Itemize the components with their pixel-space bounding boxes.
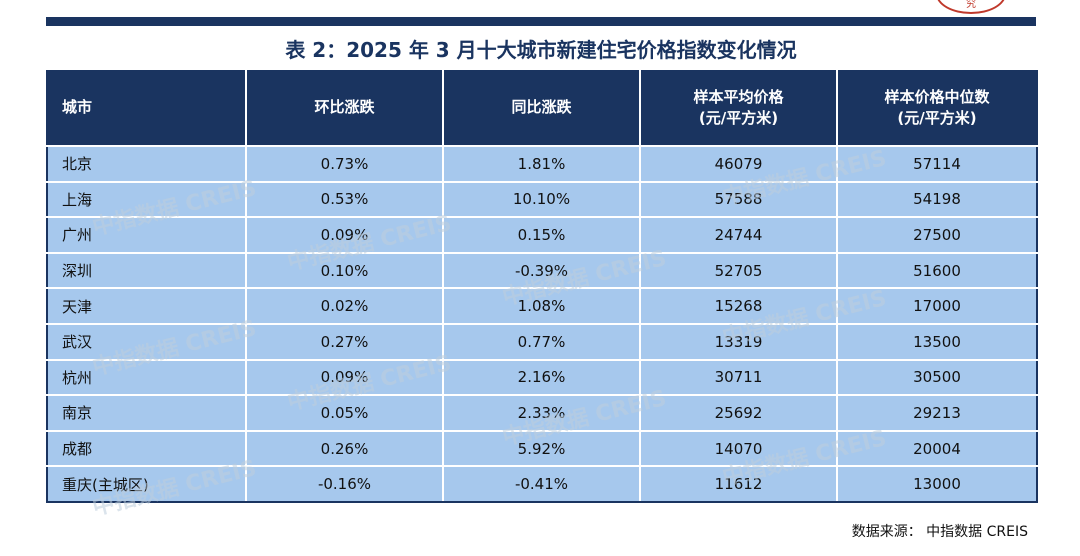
cell-median-price: 29213: [836, 394, 1038, 432]
cell-mom-change: 0.05%: [245, 394, 444, 432]
table-row: 杭州 0.09% 2.16% 30711 30500: [46, 358, 1038, 397]
cell-mom-change: 0.26%: [245, 429, 444, 468]
cell-median-price: 57114: [836, 145, 1038, 183]
table-row: 深圳 0.10% -0.39% 52705 51600: [46, 251, 1038, 290]
cell-median-price: 17000: [836, 287, 1038, 325]
cell-yoy-change: -0.39%: [442, 251, 641, 290]
header-yoy-change: 同比涨跌: [442, 70, 641, 147]
cell-yoy-change: 0.77%: [442, 322, 641, 361]
table-row: 北京 0.73% 1.81% 46079 57114: [46, 145, 1038, 183]
table-row: 重庆(主城区) -0.16% -0.41% 11612 13000: [46, 465, 1038, 503]
cell-yoy-change: 10.10%: [442, 180, 641, 219]
table-row: 武汉 0.27% 0.77% 13319 13500: [46, 322, 1038, 361]
cell-city: 南京: [46, 394, 247, 432]
cell-mom-change: 0.53%: [245, 180, 444, 219]
table-row: 广州 0.09% 0.15% 24744 27500: [46, 216, 1038, 254]
table-row: 南京 0.05% 2.33% 25692 29213: [46, 394, 1038, 432]
cell-city: 重庆(主城区): [46, 465, 247, 503]
cell-avg-price: 46079: [639, 145, 838, 183]
cell-mom-change: 0.02%: [245, 287, 444, 325]
cell-mom-change: 0.09%: [245, 216, 444, 254]
cell-avg-price: 52705: [639, 251, 838, 290]
cell-city: 深圳: [46, 251, 247, 290]
cell-city: 上海: [46, 180, 247, 219]
cell-median-price: 13500: [836, 322, 1038, 361]
cell-avg-price: 24744: [639, 216, 838, 254]
cell-mom-change: -0.16%: [245, 465, 444, 503]
cell-avg-price: 30711: [639, 358, 838, 397]
cell-avg-price: 13319: [639, 322, 838, 361]
cell-median-price: 51600: [836, 251, 1038, 290]
cell-city: 武汉: [46, 322, 247, 361]
cell-yoy-change: -0.41%: [442, 465, 641, 503]
table-row: 成都 0.26% 5.92% 14070 20004: [46, 429, 1038, 468]
header-median-price: 样本价格中位数 (元/平方米): [836, 70, 1038, 147]
top-accent-bar: [46, 17, 1036, 26]
price-index-table: 城市 环比涨跌 同比涨跌 样本平均价格 (元/平方米) 样本价格中位数 (元/平…: [46, 70, 1038, 503]
cell-city: 天津: [46, 287, 247, 325]
header-avg-price: 样本平均价格 (元/平方米): [639, 70, 838, 147]
cell-avg-price: 57588: [639, 180, 838, 219]
cell-city: 成都: [46, 429, 247, 468]
cell-median-price: 20004: [836, 429, 1038, 468]
table-row: 天津 0.02% 1.08% 15268 17000: [46, 287, 1038, 325]
seal-stamp: 究: [936, 0, 1006, 14]
cell-yoy-change: 0.15%: [442, 216, 641, 254]
cell-median-price: 27500: [836, 216, 1038, 254]
cell-median-price: 54198: [836, 180, 1038, 219]
cell-city: 杭州: [46, 358, 247, 397]
cell-avg-price: 11612: [639, 465, 838, 503]
data-source-note: 数据来源： 中指数据 CREIS: [851, 524, 1028, 540]
cell-mom-change: 0.27%: [245, 322, 444, 361]
table-row: 上海 0.53% 10.10% 57588 54198: [46, 180, 1038, 219]
cell-yoy-change: 1.81%: [442, 145, 641, 183]
cell-yoy-change: 1.08%: [442, 287, 641, 325]
cell-mom-change: 0.73%: [245, 145, 444, 183]
table-header-row: 城市 环比涨跌 同比涨跌 样本平均价格 (元/平方米) 样本价格中位数 (元/平…: [46, 70, 1038, 147]
header-mom-change: 环比涨跌: [245, 70, 444, 147]
cell-city: 广州: [46, 216, 247, 254]
table-title: 表 2：2025 年 3 月十大城市新建住宅价格指数变化情况: [285, 38, 797, 62]
cell-city: 北京: [46, 145, 247, 183]
cell-yoy-change: 2.33%: [442, 394, 641, 432]
cell-mom-change: 0.10%: [245, 251, 444, 290]
cell-avg-price: 25692: [639, 394, 838, 432]
cell-median-price: 13000: [836, 465, 1038, 503]
cell-yoy-change: 2.16%: [442, 358, 641, 397]
cell-avg-price: 14070: [639, 429, 838, 468]
cell-avg-price: 15268: [639, 287, 838, 325]
cell-mom-change: 0.09%: [245, 358, 444, 397]
header-city: 城市: [46, 70, 247, 147]
cell-median-price: 30500: [836, 358, 1038, 397]
cell-yoy-change: 5.92%: [442, 429, 641, 468]
